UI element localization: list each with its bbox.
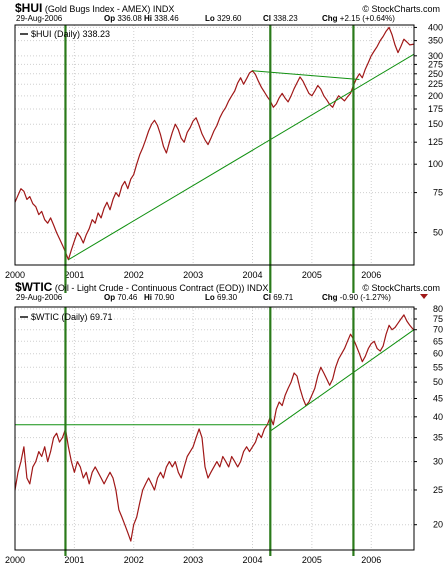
panel-1-watermark: © StockCharts.com: [362, 4, 440, 14]
panel-1-stat-chg: Chg +2.15 (+0.64%): [322, 14, 395, 23]
panel-2-x-tick-label: 2005: [302, 555, 322, 565]
panel-2-y-tick-label: 45: [433, 393, 443, 403]
panel-2-stat-lo: Lo 69.30: [205, 293, 238, 302]
panel-2-stat-label: Cl: [263, 293, 271, 302]
panel-2-stat-label: Hi: [144, 293, 152, 302]
panel-2-stat-value: 70.90: [152, 293, 175, 302]
panel-2-stat-value: -0.90 (-1.27%): [338, 293, 392, 302]
panel-1-stat-label: Lo: [205, 14, 215, 23]
panel-1-frame: [14, 24, 415, 266]
panel-1-stat-value: 329.60: [215, 14, 242, 23]
panel-1-stat-label: Chg: [322, 14, 338, 23]
panel-2-stat-value: 69.71: [271, 293, 294, 302]
panel-2-y-tick-label: 35: [433, 433, 443, 443]
panel-2-price-line: [14, 314, 415, 542]
panel-2-trend-line-2: [270, 329, 415, 432]
panel-2-y-tick-label: 50: [433, 377, 443, 387]
panel-2-y-tick-label: 70: [433, 325, 443, 335]
panel-2-stat-label: Chg: [322, 293, 338, 302]
panel-1-stat-label: Cl: [263, 14, 271, 23]
panel-2-y-tick-label: 25: [433, 485, 443, 495]
panel-2-stat-value: 70.46: [115, 293, 138, 302]
panel-2-y-tick-label: 60: [433, 349, 443, 359]
panel-1-stat-value: 338.46: [152, 14, 179, 23]
panel-2-title: $WTIC (Oil - Light Crude - Continuous Co…: [15, 280, 268, 294]
panel-1-stat-value: 336.08: [115, 14, 142, 23]
panel-2-x-tick-label: 2006: [361, 555, 381, 565]
panel-2-x-tick-label: 2004: [242, 555, 262, 565]
panel-1-y-tick-label: 175: [428, 104, 443, 114]
panel-1-y-tick-label: 125: [428, 137, 443, 147]
panel-1-y-tick-label: 150: [428, 119, 443, 129]
panel-1-y-tick-label: 275: [428, 59, 443, 69]
panel-2-stat-hi: Hi 70.90: [144, 293, 175, 302]
panel-1-plot-area: [15, 25, 414, 265]
panel-2-watermark: © StockCharts.com: [362, 283, 440, 293]
panel-1-x-tick-label: 2004: [242, 270, 262, 280]
panel-2-stat-cl: Cl 69.71: [263, 293, 294, 302]
panel-2-plot-area: [15, 307, 414, 550]
panel-2-symbol: $WTIC: [15, 280, 53, 294]
panel-2-x-tick-label: 2002: [124, 555, 144, 565]
panel-1-y-tick-label: 100: [428, 159, 443, 169]
panel-1-y-tick-label: 250: [428, 69, 443, 79]
panel-2-y-tick-label: 80: [433, 304, 443, 314]
panel-1-symbol: $HUI: [15, 1, 42, 15]
panel-2-stat-label: Lo: [205, 293, 215, 302]
panel-1-x-tick-label: 2003: [183, 270, 203, 280]
panel-1-stat-label: Hi: [144, 14, 152, 23]
panel-1-title: $HUI (Gold Bugs Index - AMEX) INDX: [15, 1, 174, 15]
panel-1-legend-label: $HUI (Daily) 338.23: [31, 29, 110, 39]
panel-2-index-name: (Oil - Light Crude - Continuous Contract…: [52, 283, 268, 293]
panel-2-stat-label: Op: [104, 293, 115, 302]
panel-2-x-tick-label: 2003: [183, 555, 203, 565]
panel-1-stat-hi: Hi 338.46: [144, 14, 179, 23]
panel-1-y-tick-label: 200: [428, 91, 443, 101]
panel-1-y-tick-label: 400: [428, 22, 443, 32]
panel-2-x-tick-label: 2000: [5, 555, 25, 565]
panel-1-stat-cl: Cl 338.23: [263, 14, 298, 23]
panel-1-y-tick-label: 300: [428, 51, 443, 61]
panel-1-stat-label: Op: [104, 14, 115, 23]
panel-1-stat-op: Op 336.08: [104, 14, 142, 23]
panel-1-x-tick-label: 2006: [361, 270, 381, 280]
panel-1-date: 29-Aug-2006: [16, 14, 63, 23]
panel-1-x-tick-label: 2001: [64, 270, 84, 280]
panel-2-stat-value: 69.30: [215, 293, 238, 302]
panel-1-y-tick-label: 75: [433, 188, 443, 198]
panel-1-y-tick-label: 350: [428, 36, 443, 46]
panel-2-y-tick-label: 65: [433, 336, 443, 346]
panel-1-y-tick-label: 225: [428, 79, 443, 89]
panel-2-legend-label: $WTIC (Daily) 69.71: [31, 312, 113, 322]
panel-1-stat-value: 338.23: [271, 14, 298, 23]
panel-2-y-tick-label: 55: [433, 362, 443, 372]
panel-1-y-tick-label: 50: [433, 228, 443, 238]
panel-1-stat-lo: Lo 329.60: [205, 14, 242, 23]
panel-2-date: 29-Aug-2006: [16, 293, 63, 302]
panel-2-y-tick-label: 20: [433, 520, 443, 530]
panel-2-y-tick-label: 75: [433, 314, 443, 324]
panel-2-stat-chg: Chg -0.90 (-1.27%): [322, 293, 391, 302]
panel-2-x-tick-label: 2001: [64, 555, 84, 565]
panel-2-stat-op: Op 70.46: [104, 293, 138, 302]
panel-1-x-tick-label: 2000: [5, 270, 25, 280]
panel-1-stat-value: +2.15 (+0.64%): [338, 14, 396, 23]
panel-2-y-tick-label: 30: [433, 457, 443, 467]
panel-1-trend-line-1: [68, 53, 415, 261]
panel-1-x-tick-label: 2002: [124, 270, 144, 280]
panel-2-y-tick-label: 40: [433, 412, 443, 422]
panel-1-index-name: (Gold Bugs Index - AMEX) INDX: [42, 4, 174, 14]
panel-2-down-arrow-icon: [420, 294, 428, 299]
panel-1-price-line: [14, 26, 415, 261]
panel-1-x-tick-label: 2005: [302, 270, 322, 280]
panel-2-frame: [14, 306, 415, 551]
